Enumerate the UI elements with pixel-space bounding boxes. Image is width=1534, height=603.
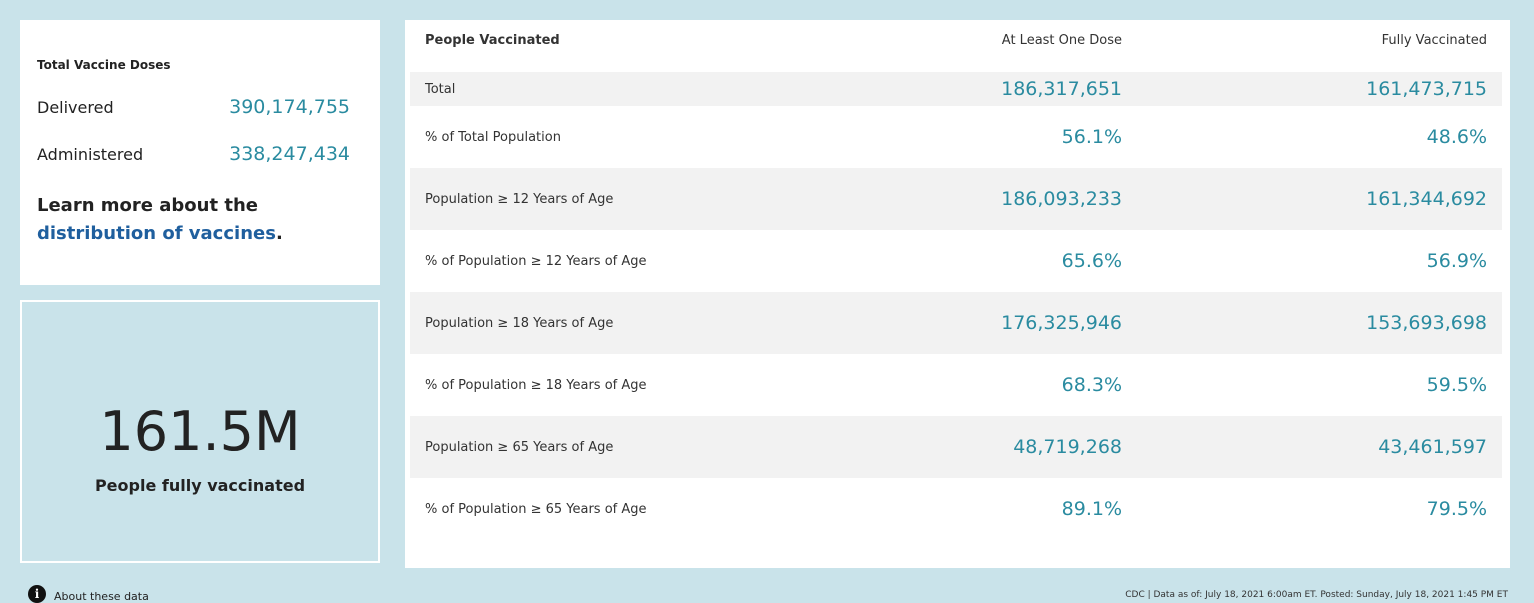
row-label: % of Population ≥ 12 Years of Age <box>425 253 647 269</box>
row-value: 59.5% <box>1426 374 1487 396</box>
row-value: 161,473,715 <box>1366 78 1487 100</box>
row-value: 65.6% <box>1061 250 1122 272</box>
row-value: 56.1% <box>1061 126 1122 148</box>
highlight-card: 161.5M People fully vaccinated <box>20 300 380 563</box>
row-value: 68.3% <box>1061 374 1122 396</box>
row-value: 161,344,692 <box>1366 188 1487 210</box>
table-row: % of Population ≥ 18 Years of Age 68.3% 59… <box>410 354 1502 416</box>
footer-source: CDC | Data as of: July 18, 2021 6:00am E… <box>1125 590 1508 600</box>
row-label: % of Population ≥ 18 Years of Age <box>425 377 647 393</box>
learn-more-text: Learn more about the <box>37 195 258 216</box>
row-label: Population ≥ 12 Years of Age <box>425 191 614 207</box>
row-value: 176,325,946 <box>1001 312 1122 334</box>
row-value: 56.9% <box>1426 250 1487 272</box>
row-value: 186,317,651 <box>1001 78 1122 100</box>
about-link[interactable]: About these data <box>54 590 149 603</box>
table-header: People Vaccinated At Least One Dose Full… <box>410 20 1502 60</box>
distribution-link[interactable]: distribution of vaccines <box>37 223 276 244</box>
delivered-label: Delivered <box>37 98 114 117</box>
learn-more: Learn more about the distribution of vac… <box>37 192 367 248</box>
row-value: 89.1% <box>1061 498 1122 520</box>
header-cell: At Least One Dose <box>1001 32 1122 48</box>
learn-more-end: . <box>275 223 283 244</box>
header-cell: Fully Vaccinated <box>1381 32 1487 48</box>
row-label: % of Population ≥ 65 Years of Age <box>425 501 647 517</box>
highlight-label: People fully vaccinated <box>94 476 306 495</box>
info-icon[interactable]: i <box>28 585 46 603</box>
delivered-value: 390,174,755 <box>229 96 350 118</box>
highlight-value: 161.5M <box>99 400 301 463</box>
administered-label: Administered <box>37 145 144 164</box>
table-row: Population ≥ 12 Years of Age 186,093,233 1… <box>410 168 1502 230</box>
row-value: 186,093,233 <box>1001 188 1122 210</box>
table-row: % of Population ≥ 65 Years of Age 89.1% 79… <box>410 478 1502 540</box>
table-row: Population ≥ 65 Years of Age 48,719,268 43… <box>410 416 1502 478</box>
row-value: 79.5% <box>1426 498 1487 520</box>
row-label: Population ≥ 65 Years of Age <box>425 439 614 455</box>
doses-title: Total Vaccine Doses <box>37 58 171 72</box>
row-value: 48,719,268 <box>1013 436 1122 458</box>
row-label: Total <box>425 81 456 97</box>
table-row: Population ≥ 18 Years of Age 176,325,946 1… <box>410 292 1502 354</box>
doses-card: Total Vaccine Doses Delivered 390,174,75… <box>20 20 380 285</box>
row-value: 153,693,698 <box>1366 312 1487 334</box>
row-value: 48.6% <box>1426 126 1487 148</box>
table-row: Total 186,317,651 161,473,715 <box>410 72 1502 106</box>
header-cell: People Vaccinated <box>425 32 560 48</box>
row-value: 43,461,597 <box>1378 436 1487 458</box>
administered-value: 338,247,434 <box>229 143 350 165</box>
table-row: % of Population ≥ 12 Years of Age 65.6% 56… <box>410 230 1502 292</box>
row-label: Population ≥ 18 Years of Age <box>425 315 614 331</box>
vaccination-table: People Vaccinated At Least One Dose Full… <box>405 20 1510 568</box>
row-label: % of Total Population <box>425 129 561 145</box>
table-row: % of Total Population 56.1% 48.6% <box>410 106 1502 168</box>
